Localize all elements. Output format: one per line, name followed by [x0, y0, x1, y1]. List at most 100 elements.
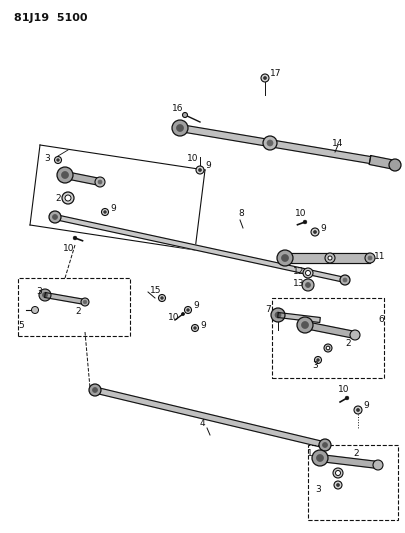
Text: 11: 11 — [373, 252, 385, 261]
Circle shape — [274, 312, 280, 318]
Bar — [18, 278, 130, 336]
Circle shape — [184, 306, 191, 313]
Text: 3: 3 — [314, 486, 320, 495]
Text: 3: 3 — [44, 154, 50, 163]
Circle shape — [364, 253, 374, 263]
Circle shape — [281, 254, 288, 262]
Circle shape — [311, 450, 327, 466]
Circle shape — [158, 295, 165, 302]
Circle shape — [262, 136, 276, 150]
Text: 9: 9 — [362, 401, 368, 410]
Circle shape — [62, 192, 74, 204]
Circle shape — [101, 208, 108, 215]
Text: 2: 2 — [352, 448, 358, 457]
Circle shape — [181, 312, 184, 316]
Circle shape — [193, 327, 196, 329]
Circle shape — [339, 275, 349, 285]
Circle shape — [52, 214, 58, 220]
Circle shape — [65, 195, 71, 201]
Circle shape — [356, 408, 358, 411]
Text: 4: 4 — [200, 418, 205, 427]
Circle shape — [182, 112, 187, 117]
Circle shape — [301, 321, 308, 328]
Circle shape — [353, 406, 361, 414]
Circle shape — [305, 282, 310, 287]
Circle shape — [342, 278, 346, 282]
Text: 1: 1 — [306, 448, 312, 457]
Circle shape — [191, 325, 198, 332]
Text: 10: 10 — [187, 154, 198, 163]
Circle shape — [303, 220, 306, 224]
Text: 12: 12 — [292, 266, 304, 276]
Text: 15: 15 — [149, 286, 161, 295]
Circle shape — [333, 481, 341, 489]
Circle shape — [301, 279, 313, 291]
Polygon shape — [368, 156, 395, 169]
Text: 10: 10 — [337, 385, 349, 394]
Text: 5: 5 — [18, 320, 23, 329]
Text: 2: 2 — [75, 308, 81, 317]
Circle shape — [270, 308, 284, 322]
Text: 10: 10 — [63, 244, 74, 253]
Circle shape — [160, 297, 163, 300]
Circle shape — [103, 211, 106, 213]
Circle shape — [198, 168, 201, 172]
Circle shape — [172, 120, 188, 136]
Circle shape — [186, 309, 189, 311]
Bar — [307, 445, 397, 520]
Text: 16: 16 — [172, 103, 183, 112]
Circle shape — [81, 298, 89, 306]
Circle shape — [49, 211, 61, 223]
Circle shape — [176, 125, 183, 132]
Circle shape — [73, 236, 77, 240]
Text: 14: 14 — [331, 139, 343, 148]
Text: 10: 10 — [168, 313, 179, 322]
Text: 3: 3 — [36, 287, 42, 295]
Circle shape — [263, 77, 266, 79]
Polygon shape — [54, 215, 345, 282]
Circle shape — [92, 387, 97, 392]
Polygon shape — [319, 455, 377, 469]
Circle shape — [332, 468, 342, 478]
Circle shape — [89, 384, 101, 396]
Circle shape — [323, 344, 331, 352]
Circle shape — [310, 228, 318, 236]
Circle shape — [372, 460, 382, 470]
Circle shape — [83, 300, 87, 304]
Polygon shape — [284, 253, 369, 263]
Circle shape — [260, 74, 269, 82]
Polygon shape — [45, 293, 85, 304]
Circle shape — [305, 271, 310, 276]
Circle shape — [57, 159, 59, 161]
Text: 7: 7 — [264, 305, 270, 314]
Circle shape — [349, 330, 359, 340]
Circle shape — [98, 180, 102, 184]
Circle shape — [325, 346, 329, 350]
Circle shape — [318, 439, 330, 451]
Polygon shape — [179, 125, 370, 164]
Text: 2: 2 — [55, 193, 60, 203]
Circle shape — [327, 256, 331, 260]
Polygon shape — [304, 321, 355, 338]
Text: 3: 3 — [311, 360, 317, 369]
Circle shape — [388, 159, 400, 171]
Circle shape — [302, 268, 312, 278]
Text: 9: 9 — [200, 320, 205, 329]
Circle shape — [335, 471, 340, 475]
Bar — [271, 298, 383, 378]
Circle shape — [32, 306, 38, 313]
Circle shape — [57, 167, 73, 183]
Circle shape — [196, 166, 203, 174]
Text: 9: 9 — [110, 204, 115, 213]
Circle shape — [324, 253, 334, 263]
Circle shape — [95, 177, 105, 187]
Circle shape — [316, 455, 323, 462]
Circle shape — [313, 230, 316, 233]
Text: 9: 9 — [319, 223, 325, 232]
Circle shape — [39, 289, 51, 301]
Circle shape — [54, 157, 61, 164]
Circle shape — [336, 483, 339, 487]
Text: 13: 13 — [292, 279, 304, 287]
Text: 17: 17 — [269, 69, 281, 77]
Text: 81J19  5100: 81J19 5100 — [14, 13, 87, 23]
